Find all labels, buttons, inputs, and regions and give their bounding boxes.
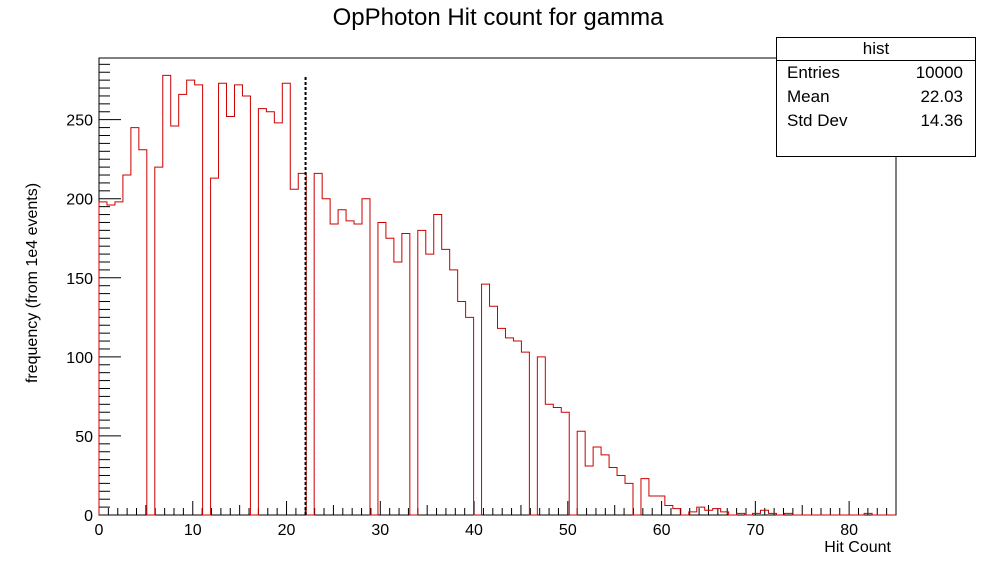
x-tick-label: 70 xyxy=(746,522,764,539)
y-tick-label: 200 xyxy=(66,192,93,209)
x-axis: 0 10 20 30 40 50 60 70 80 xyxy=(95,501,897,539)
y-tick-label: 150 xyxy=(66,271,93,288)
stats-row-stddev: Std Dev 14.36 xyxy=(777,109,975,133)
x-tick-label: 40 xyxy=(465,522,483,539)
x-tick-label: 30 xyxy=(371,522,389,539)
y-tick-label: 0 xyxy=(84,508,93,525)
x-tick-label: 10 xyxy=(184,522,202,539)
x-axis-label: Hit Count xyxy=(824,539,891,556)
y-axis-label: frequency (from 1e4 events) xyxy=(24,182,41,384)
stats-row-entries: Entries 10000 xyxy=(777,61,975,85)
x-tick-label: 50 xyxy=(559,522,577,539)
stats-box: hist Entries 10000 Mean 22.03 Std Dev 14… xyxy=(776,37,976,157)
x-tick-label: 0 xyxy=(95,522,104,539)
stats-row-mean: Mean 22.03 xyxy=(777,85,975,109)
stats-label: Std Dev xyxy=(787,111,848,130)
stats-label: Entries xyxy=(787,63,840,82)
histogram-series xyxy=(98,74,896,516)
stats-value: 22.03 xyxy=(920,87,963,106)
stats-box-title: hist xyxy=(777,38,975,61)
x-tick-label: 60 xyxy=(653,522,671,539)
x-tick-label: 20 xyxy=(278,522,296,539)
x-tick-label: 80 xyxy=(840,522,858,539)
stats-label: Mean xyxy=(787,87,830,106)
y-tick-label: 250 xyxy=(66,113,93,130)
stats-value: 10000 xyxy=(915,63,963,82)
y-axis: 0 50 100 150 200 250 xyxy=(66,63,121,525)
stats-value: 14.36 xyxy=(920,111,963,130)
y-tick-label: 50 xyxy=(75,429,93,446)
chart-title: OpPhoton Hit count for gamma xyxy=(332,4,664,31)
y-tick-label: 100 xyxy=(66,350,93,367)
